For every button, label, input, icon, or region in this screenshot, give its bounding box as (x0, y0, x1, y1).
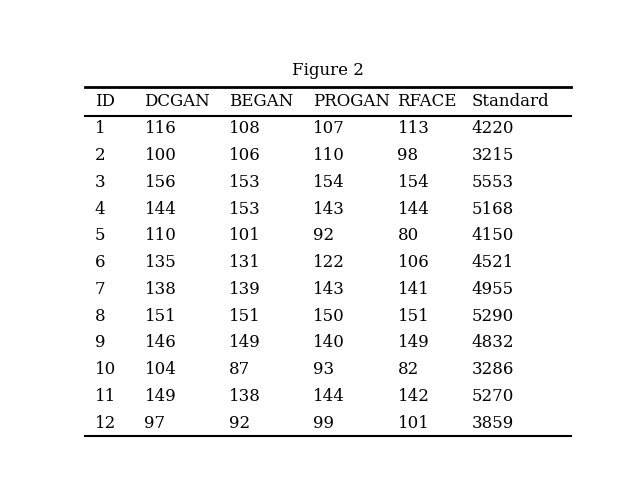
Text: 106: 106 (229, 147, 260, 164)
Text: 4955: 4955 (472, 281, 514, 298)
Text: 151: 151 (397, 307, 429, 325)
Text: 143: 143 (313, 281, 345, 298)
Text: 139: 139 (229, 281, 260, 298)
Text: Standard: Standard (472, 93, 550, 110)
Text: 138: 138 (145, 281, 177, 298)
Text: 8: 8 (95, 307, 106, 325)
Text: 3: 3 (95, 174, 106, 191)
Text: 156: 156 (145, 174, 176, 191)
Text: 2: 2 (95, 147, 106, 164)
Text: 5168: 5168 (472, 201, 514, 218)
Text: 99: 99 (313, 415, 334, 432)
Text: 151: 151 (145, 307, 176, 325)
Text: 144: 144 (313, 388, 345, 405)
Text: 144: 144 (397, 201, 429, 218)
Text: 10: 10 (95, 361, 116, 378)
Text: 82: 82 (397, 361, 419, 378)
Text: 154: 154 (397, 174, 429, 191)
Text: 108: 108 (229, 120, 260, 137)
Text: 4: 4 (95, 201, 106, 218)
Text: Figure 2: Figure 2 (292, 62, 364, 79)
Text: 101: 101 (229, 228, 260, 245)
Text: ID: ID (95, 93, 115, 110)
Text: 101: 101 (397, 415, 429, 432)
Text: 5: 5 (95, 228, 106, 245)
Text: 150: 150 (313, 307, 345, 325)
Text: 7: 7 (95, 281, 106, 298)
Text: 131: 131 (229, 254, 260, 271)
Text: 142: 142 (397, 388, 429, 405)
Text: 93: 93 (313, 361, 334, 378)
Text: 80: 80 (397, 228, 419, 245)
Text: 113: 113 (397, 120, 429, 137)
Text: DCGAN: DCGAN (145, 93, 210, 110)
Text: 4220: 4220 (472, 120, 515, 137)
Text: 3286: 3286 (472, 361, 514, 378)
Text: 6: 6 (95, 254, 106, 271)
Text: 11: 11 (95, 388, 116, 405)
Text: 104: 104 (145, 361, 177, 378)
Text: 144: 144 (145, 201, 177, 218)
Text: 153: 153 (229, 201, 260, 218)
Text: 87: 87 (229, 361, 250, 378)
Text: 122: 122 (313, 254, 345, 271)
Text: 98: 98 (397, 147, 419, 164)
Text: 141: 141 (397, 281, 429, 298)
Text: 12: 12 (95, 415, 116, 432)
Text: 5290: 5290 (472, 307, 514, 325)
Text: 116: 116 (145, 120, 176, 137)
Text: 149: 149 (145, 388, 176, 405)
Text: 92: 92 (313, 228, 334, 245)
Text: 106: 106 (397, 254, 429, 271)
Text: 3859: 3859 (472, 415, 514, 432)
Text: 149: 149 (229, 334, 260, 351)
Text: BEGAN: BEGAN (229, 93, 293, 110)
Text: 151: 151 (229, 307, 260, 325)
Text: 110: 110 (145, 228, 177, 245)
Text: 97: 97 (145, 415, 166, 432)
Text: 92: 92 (229, 415, 250, 432)
Text: 143: 143 (313, 201, 345, 218)
Text: 140: 140 (313, 334, 345, 351)
Text: 153: 153 (229, 174, 260, 191)
Text: 1: 1 (95, 120, 106, 137)
Text: 138: 138 (229, 388, 260, 405)
Text: 149: 149 (397, 334, 429, 351)
Text: 3215: 3215 (472, 147, 514, 164)
Text: RFACE: RFACE (397, 93, 457, 110)
Text: 100: 100 (145, 147, 177, 164)
Text: 146: 146 (145, 334, 176, 351)
Text: 9: 9 (95, 334, 106, 351)
Text: 107: 107 (313, 120, 345, 137)
Text: 4150: 4150 (472, 228, 514, 245)
Text: 135: 135 (145, 254, 176, 271)
Text: 4832: 4832 (472, 334, 515, 351)
Text: 4521: 4521 (472, 254, 514, 271)
Text: PROGAN: PROGAN (313, 93, 390, 110)
Text: 5553: 5553 (472, 174, 514, 191)
Text: 154: 154 (313, 174, 345, 191)
Text: 110: 110 (313, 147, 345, 164)
Text: 5270: 5270 (472, 388, 514, 405)
